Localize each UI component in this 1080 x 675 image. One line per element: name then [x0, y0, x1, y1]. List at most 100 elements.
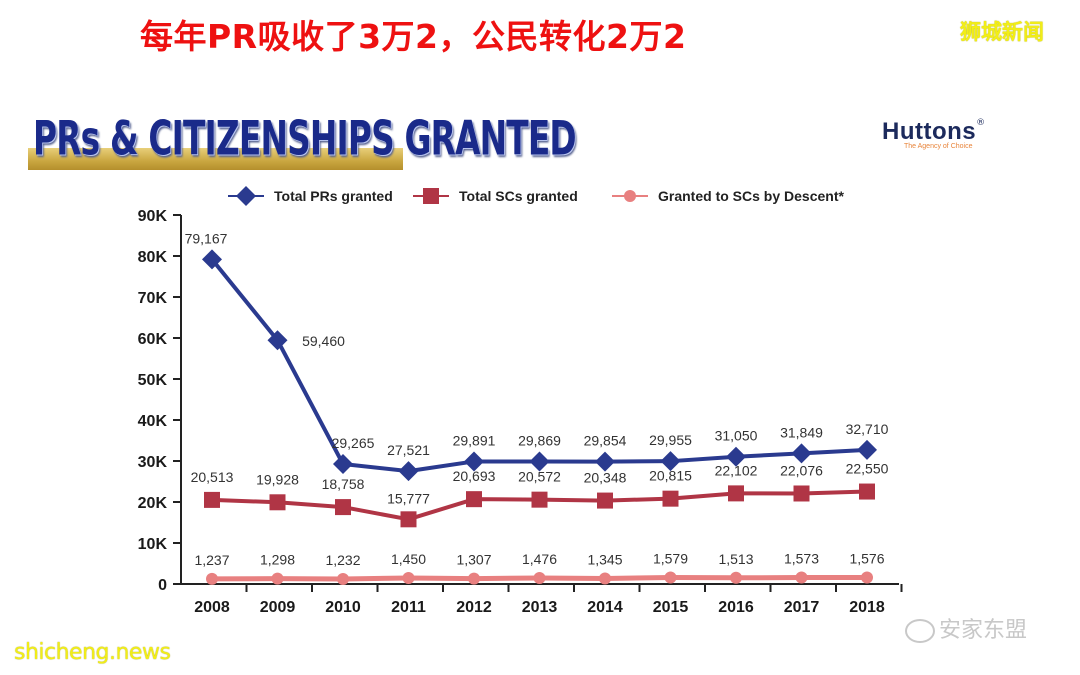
- data-label: 1,232: [325, 552, 360, 568]
- diamond-marker: [857, 439, 877, 460]
- diamond-marker: [202, 249, 222, 270]
- data-label: 1,579: [653, 551, 688, 567]
- banner-title-text: PRs & CITIZENSHIPS GRANTED: [33, 112, 577, 167]
- y-tick-label: 10K: [138, 536, 168, 553]
- circle-marker: [271, 572, 284, 585]
- circle-marker: [206, 572, 218, 585]
- circle-marker: [533, 571, 546, 584]
- data-label: 20,513: [191, 469, 234, 485]
- square-marker: [662, 490, 679, 507]
- chart-axes: 0 10K 20K 30K 40K 50K 60K 70K 80K 90K 2008 2009 2010…: [138, 208, 903, 616]
- diamond-marker: [791, 443, 812, 464]
- watermark-shicheng: shicheng.news: [14, 640, 171, 665]
- x-tick-label: 2014: [587, 599, 623, 616]
- diamond-marker: [333, 454, 353, 475]
- headline: 每年PR吸收了3万2，公民转化2万2: [140, 17, 687, 56]
- data-label: 20,572: [518, 469, 561, 485]
- square-marker: [531, 491, 548, 508]
- data-label: 19,928: [256, 471, 299, 487]
- circle-marker: [795, 571, 808, 584]
- legend-item: Total PRs granted: [228, 186, 393, 206]
- data-label: 22,102: [715, 462, 758, 478]
- square-marker: [269, 494, 286, 511]
- data-label: 27,521: [387, 442, 430, 458]
- banner-title: PRs & CITIZENSHIPS GRANTED: [28, 112, 618, 172]
- watermark-anjia: 安家东盟: [905, 612, 1027, 644]
- data-label: 20,693: [453, 468, 496, 484]
- data-label: 29,891: [453, 432, 496, 448]
- square-marker: [859, 483, 875, 500]
- data-label: 22,550: [846, 461, 889, 477]
- legend-label: Granted to SCs by Descent*: [658, 188, 844, 204]
- data-label: 15,777: [387, 490, 430, 506]
- data-label: 1,576: [849, 551, 884, 567]
- brand-name: Huttons: [882, 118, 977, 145]
- square-marker: [597, 492, 613, 509]
- y-tick-label: 90K: [138, 208, 168, 225]
- chart-series: 79,167 59,460 29,265 27,521 29,891 29,869 29,8…: [185, 230, 889, 585]
- x-tick-label: 2009: [260, 599, 296, 616]
- y-tick-label: 60K: [138, 331, 168, 348]
- data-label: 1,298: [260, 552, 295, 568]
- y-tick-label: 0: [158, 577, 167, 594]
- x-tick-label: 2015: [653, 599, 689, 616]
- diamond-marker: [660, 451, 681, 472]
- watermark-anjia-text: 安家东盟: [939, 618, 1028, 643]
- x-tick-label: 2011: [391, 599, 426, 616]
- circle-marker: [624, 190, 636, 202]
- x-tick-label: 2013: [522, 599, 558, 616]
- x-tick-label: 2010: [325, 599, 361, 616]
- data-label: 29,854: [584, 433, 627, 449]
- x-tick-label: 2017: [784, 599, 820, 616]
- circle-marker: [337, 572, 349, 585]
- circle-marker: [402, 572, 415, 585]
- data-label: 31,849: [780, 424, 823, 440]
- data-label: 31,050: [715, 428, 758, 444]
- legend-item: Granted to SCs by Descent*: [612, 188, 844, 204]
- data-label: 29,955: [649, 432, 692, 448]
- data-label: 18,758: [322, 476, 365, 492]
- diamond-marker: [595, 451, 615, 472]
- diamond-marker: [464, 451, 484, 472]
- legend-label: Total SCs granted: [459, 188, 578, 204]
- data-label: 29,265: [332, 435, 375, 451]
- diamond-marker: [398, 461, 419, 482]
- data-label: 1,573: [784, 551, 819, 567]
- circle-marker: [664, 571, 677, 584]
- data-label: 1,345: [587, 551, 622, 567]
- series-total-scs-granted: 20,513 19,928 18,758 15,777 20,693 20,572 20,3…: [191, 461, 889, 528]
- data-label: 32,710: [846, 421, 889, 437]
- y-tick-label: 20K: [138, 495, 168, 512]
- x-tick-label: 2016: [718, 599, 754, 616]
- square-marker: [204, 491, 220, 508]
- diamond-marker: [267, 330, 288, 351]
- x-tick-label: 2012: [456, 599, 492, 616]
- square-marker: [466, 491, 482, 508]
- y-tick-label: 70K: [138, 290, 168, 307]
- y-tick-label: 30K: [138, 454, 168, 471]
- circle-marker: [861, 571, 873, 584]
- diamond-marker: [529, 451, 550, 472]
- data-label: 59,460: [302, 333, 345, 349]
- data-label: 29,869: [518, 433, 561, 449]
- square-marker: [728, 485, 744, 502]
- data-label: 20,815: [649, 468, 692, 484]
- legend-item: Total SCs granted: [413, 188, 578, 204]
- brand-tagline: The Agency of Choice: [904, 143, 973, 150]
- y-tick-label: 80K: [138, 249, 168, 266]
- data-label: 22,076: [780, 462, 823, 478]
- square-marker: [400, 511, 417, 528]
- brand-logo: Huttons® The Agency of Choice: [882, 118, 985, 150]
- y-tick-label: 50K: [138, 372, 168, 389]
- legend-label: Total PRs granted: [274, 188, 393, 204]
- wechat-icon: [905, 619, 935, 643]
- circle-marker: [599, 572, 611, 585]
- x-tick-label: 2018: [849, 599, 885, 616]
- x-tick-label: 2008: [194, 599, 230, 616]
- circle-marker: [468, 572, 480, 585]
- data-label: 1,307: [456, 552, 491, 568]
- data-label: 1,237: [194, 552, 229, 568]
- brand-registered-mark: ®: [976, 118, 986, 128]
- square-marker: [423, 188, 439, 204]
